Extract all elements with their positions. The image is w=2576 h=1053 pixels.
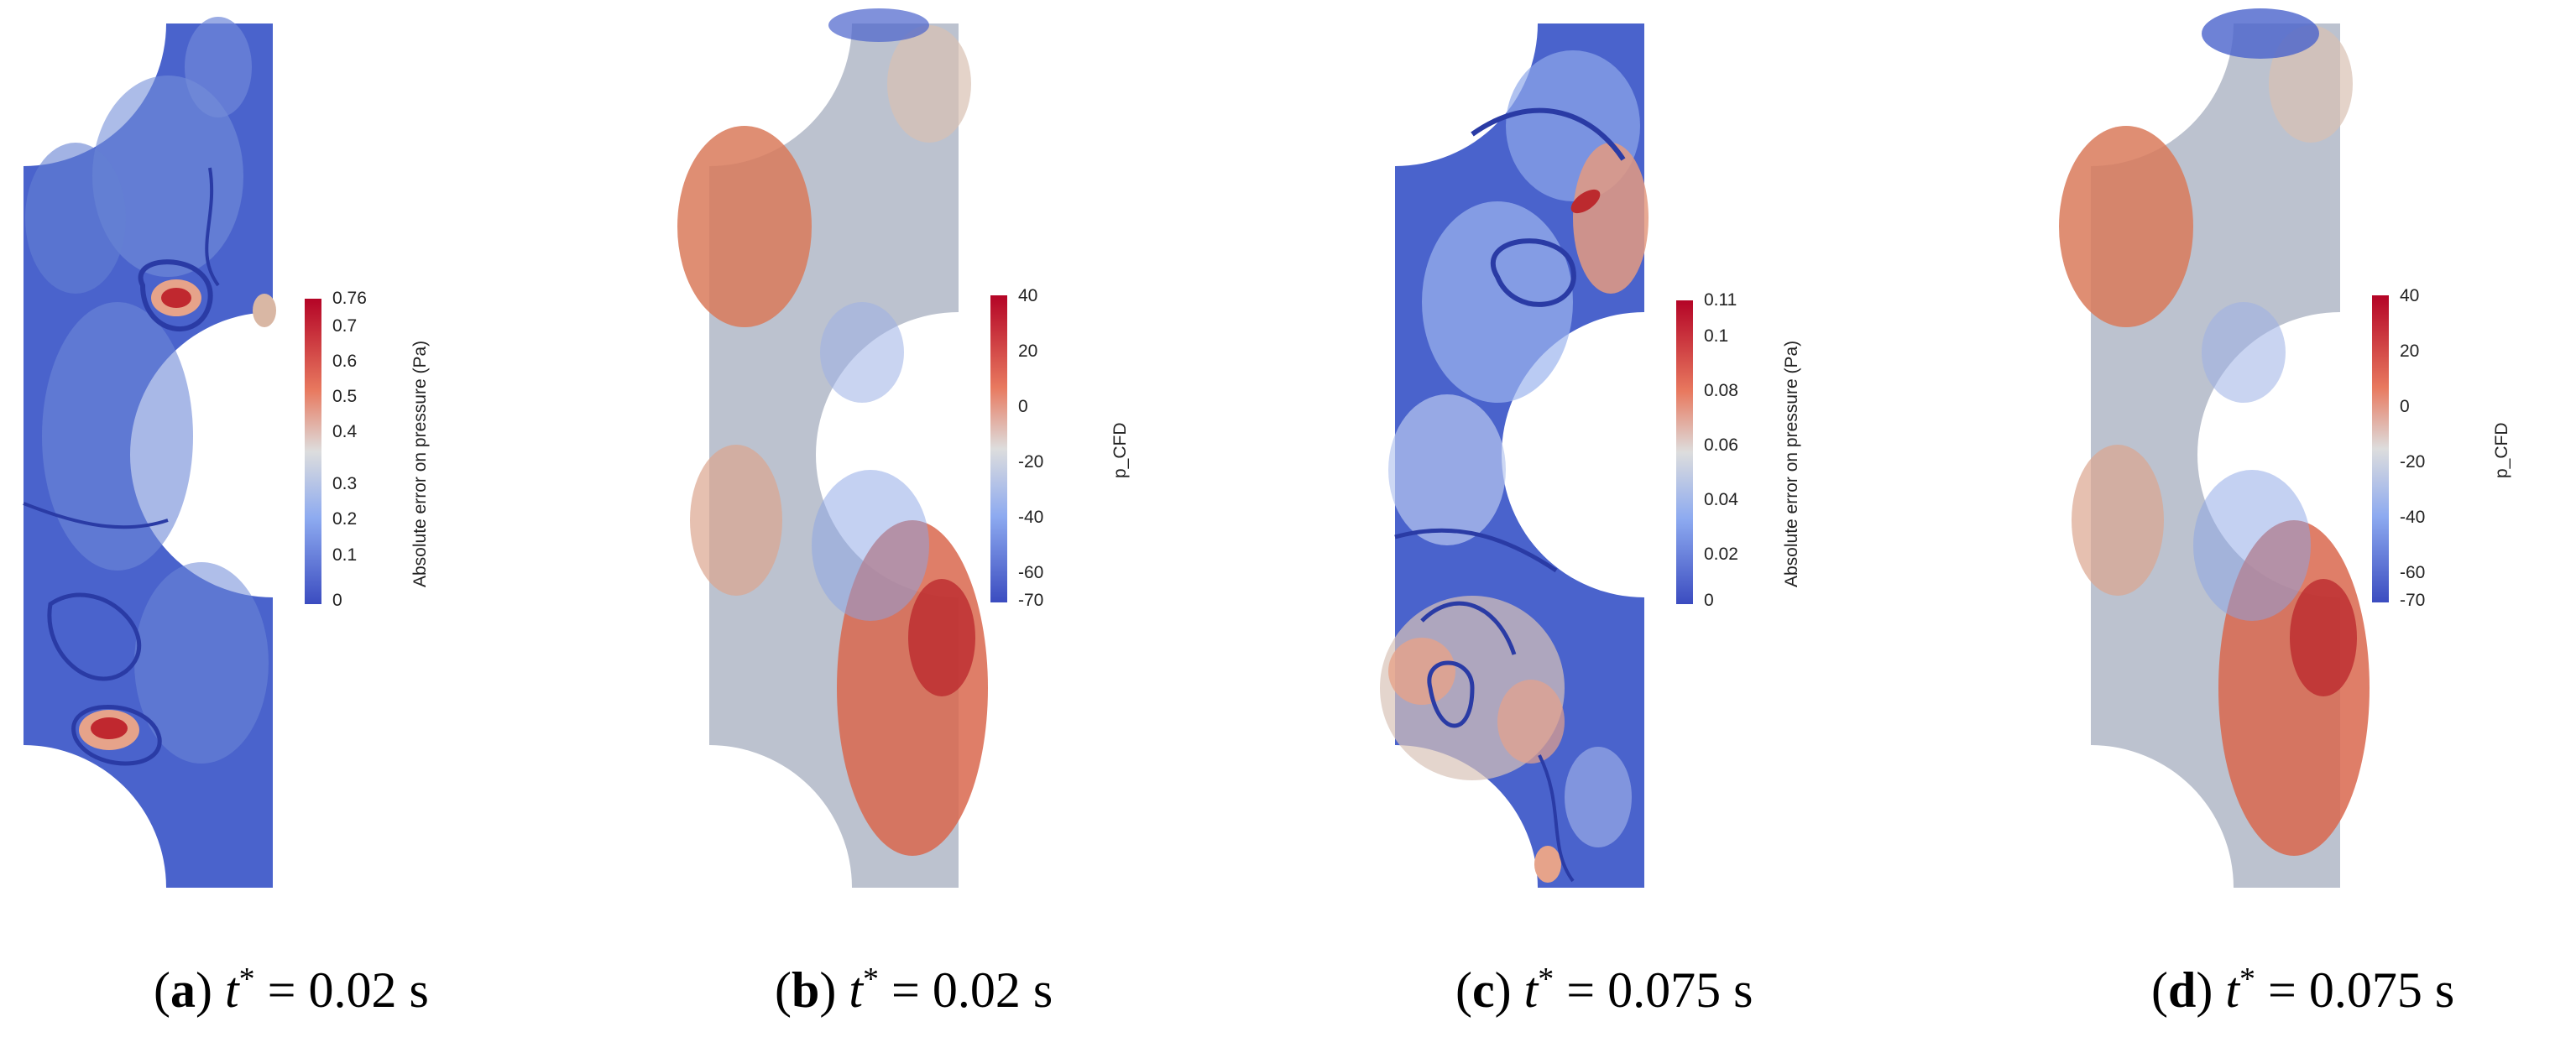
colorbar-title: p_CFD	[1110, 422, 1130, 478]
colorbar-tick: 20	[2400, 341, 2420, 361]
colorbar-tick: 0.5	[332, 387, 358, 406]
superscript: *	[2239, 962, 2256, 997]
colorbar-tick: -20	[2400, 452, 2426, 472]
colorbar-tick: 40	[2400, 286, 2420, 305]
colorbar	[990, 295, 1007, 602]
time-variable: t	[224, 962, 239, 1018]
colorbar	[2372, 295, 2389, 602]
superscript: *	[863, 962, 880, 997]
time-variable: t	[849, 962, 864, 1018]
error-field-plot	[23, 17, 276, 888]
colorbar-title: Absolute error on pressure (Pa)	[1782, 340, 1801, 587]
panel-a: 0.76 0.7 0.6 0.5 0.4 0.3 0.2 0.1 0 Absol…	[0, 0, 644, 1053]
time-variable: t	[2225, 962, 2240, 1018]
colorbar-tick: 0	[332, 591, 342, 610]
colorbar-title: Absolute error on pressure (Pa)	[410, 340, 430, 587]
time-value: 0.02 s	[932, 962, 1053, 1018]
time-value: 0.02 s	[308, 962, 429, 1018]
pressure-field-plot	[677, 8, 988, 888]
colorbar-tick: -70	[2400, 591, 2426, 610]
colorbar-tick: 0.1	[332, 545, 358, 565]
panel-c: 0.11 0.1 0.08 0.06 0.04 0.02 0 Absolute …	[1372, 0, 2015, 1053]
colorbar-tick: 0.1	[1704, 326, 1729, 346]
panel-letter: a	[170, 962, 196, 1018]
colorbar-tick: 0.06	[1704, 435, 1738, 455]
colorbar-tick: 0.3	[332, 474, 358, 493]
superscript: *	[238, 962, 255, 997]
colorbar-tick: 0.2	[332, 509, 358, 529]
colorbar-tick: -40	[1018, 508, 1044, 527]
colorbar	[1676, 300, 1693, 604]
colorbar-title: p_CFD	[2492, 422, 2511, 478]
colorbar-tick: 0.08	[1704, 381, 1738, 400]
panel-caption: (d) t* = 0.075 s	[2151, 962, 2455, 1018]
panel-letter: c	[1471, 962, 1495, 1018]
panel-caption: (a) t* = 0.02 s	[154, 962, 429, 1018]
panel-d: 40 20 0 -20 -40 -60 -70 p_CFD (d) t* = 0…	[2059, 0, 2576, 1053]
error-field-plot	[1380, 23, 1649, 888]
colorbar-tick: 0.6	[332, 352, 358, 371]
equals-sign: =	[1566, 962, 1596, 1018]
time-value: 0.075 s	[1607, 962, 1753, 1018]
panel-letter: d	[2167, 962, 2197, 1018]
panel-caption: (b) t* = 0.02 s	[775, 962, 1053, 1018]
equals-sign: =	[2268, 962, 2296, 1018]
colorbar-tick: 0.11	[1704, 290, 1737, 310]
colorbar-tick: 40	[1018, 286, 1038, 305]
colorbar-tick: -70	[1018, 591, 1044, 610]
equals-sign: =	[891, 962, 920, 1018]
time-variable: t	[1523, 962, 1539, 1018]
panel-letter: b	[791, 962, 820, 1018]
colorbar-tick: -20	[1018, 452, 1044, 472]
colorbar	[305, 299, 321, 604]
colorbar-tick: -40	[2400, 508, 2426, 527]
panel-b: 40 20 0 -20 -40 -60 -70 p_CFD (b) t* = 0…	[677, 0, 1330, 1053]
colorbar-tick: 0.02	[1704, 545, 1738, 564]
superscript: *	[1538, 962, 1554, 997]
colorbar-tick: -60	[1018, 563, 1044, 582]
colorbar-tick: 0.76	[332, 289, 367, 308]
colorbar-tick: 0	[2400, 397, 2410, 416]
colorbar-tick: 0.04	[1704, 490, 1738, 509]
pressure-field-plot	[2059, 8, 2370, 888]
colorbar-tick: 0	[1704, 591, 1714, 610]
colorbar-tick: 0.7	[332, 316, 358, 336]
colorbar-tick: 20	[1018, 341, 1038, 361]
panel-caption: (c) t* = 0.075 s	[1455, 962, 1753, 1018]
colorbar-tick: -60	[2400, 563, 2426, 582]
time-value: 0.075 s	[2308, 962, 2455, 1018]
equals-sign: =	[267, 962, 296, 1018]
colorbar-tick: 0.4	[332, 422, 358, 441]
colorbar-tick: 0	[1018, 397, 1028, 416]
